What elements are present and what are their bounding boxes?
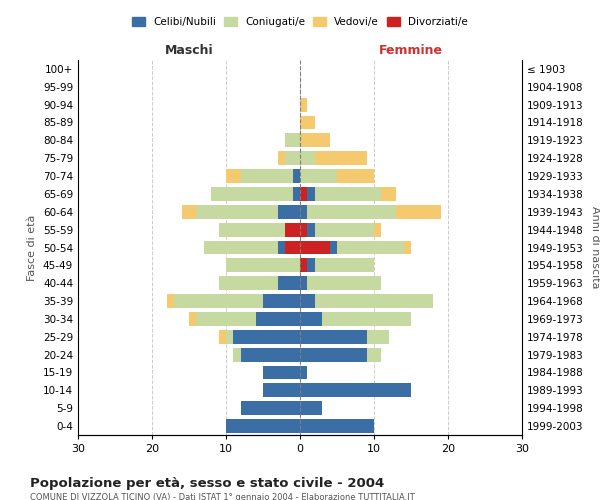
Bar <box>218 222 285 236</box>
Bar <box>307 222 315 236</box>
Text: Femmine: Femmine <box>379 44 443 58</box>
Bar <box>300 116 315 130</box>
Bar <box>300 205 307 219</box>
Bar <box>196 312 256 326</box>
Bar <box>300 258 307 272</box>
Y-axis label: Fasce di età: Fasce di età <box>28 214 37 280</box>
Bar <box>307 205 396 219</box>
Bar <box>293 187 300 201</box>
Bar <box>233 330 300 344</box>
Bar <box>256 312 300 326</box>
Bar <box>315 294 433 308</box>
Bar <box>196 205 278 219</box>
Bar <box>278 205 300 219</box>
Bar <box>226 419 300 433</box>
Bar <box>300 276 307 290</box>
Bar <box>300 384 411 398</box>
Bar <box>189 312 196 326</box>
Bar <box>337 240 404 254</box>
Bar <box>241 401 300 415</box>
Bar <box>278 240 285 254</box>
Bar <box>293 169 300 183</box>
Bar <box>300 348 367 362</box>
Bar <box>204 240 278 254</box>
Bar <box>263 384 300 398</box>
Bar <box>285 151 300 165</box>
Bar <box>300 312 322 326</box>
Bar <box>174 294 263 308</box>
Bar <box>278 151 285 165</box>
Bar <box>211 187 293 201</box>
Bar <box>322 312 411 326</box>
Bar <box>263 366 300 380</box>
Bar <box>315 151 367 165</box>
Bar <box>233 348 241 362</box>
Bar <box>315 258 374 272</box>
Bar <box>367 348 382 362</box>
Legend: Celibi/Nubili, Coniugati/e, Vedovi/e, Divorziati/e: Celibi/Nubili, Coniugati/e, Vedovi/e, Di… <box>128 12 472 32</box>
Bar <box>307 187 315 201</box>
Bar <box>167 294 174 308</box>
Text: Maschi: Maschi <box>164 44 214 58</box>
Bar <box>300 169 337 183</box>
Bar <box>307 258 315 272</box>
Y-axis label: Anni di nascita: Anni di nascita <box>590 206 600 289</box>
Bar <box>300 330 367 344</box>
Bar <box>315 187 382 201</box>
Bar <box>300 366 307 380</box>
Bar <box>300 294 315 308</box>
Bar <box>300 98 307 112</box>
Bar <box>285 240 300 254</box>
Bar <box>226 169 241 183</box>
Bar <box>226 258 300 272</box>
Bar <box>285 222 300 236</box>
Bar <box>182 205 196 219</box>
Bar <box>300 401 322 415</box>
Bar <box>278 276 300 290</box>
Bar <box>226 330 233 344</box>
Text: Popolazione per età, sesso e stato civile - 2004: Popolazione per età, sesso e stato civil… <box>30 478 384 490</box>
Bar <box>218 276 278 290</box>
Bar <box>382 187 396 201</box>
Bar <box>241 348 300 362</box>
Bar <box>367 330 389 344</box>
Bar <box>300 134 329 147</box>
Bar <box>300 187 307 201</box>
Bar <box>315 222 374 236</box>
Bar <box>329 240 337 254</box>
Bar <box>337 169 374 183</box>
Bar <box>396 205 440 219</box>
Bar <box>307 276 382 290</box>
Bar <box>263 294 300 308</box>
Bar <box>300 222 307 236</box>
Bar <box>285 134 300 147</box>
Bar <box>300 151 315 165</box>
Text: COMUNE DI VIZZOLA TICINO (VA) - Dati ISTAT 1° gennaio 2004 - Elaborazione TUTTIT: COMUNE DI VIZZOLA TICINO (VA) - Dati IST… <box>30 492 415 500</box>
Bar <box>241 169 293 183</box>
Bar <box>300 419 374 433</box>
Bar <box>404 240 411 254</box>
Bar <box>300 240 329 254</box>
Bar <box>218 330 226 344</box>
Bar <box>374 222 382 236</box>
